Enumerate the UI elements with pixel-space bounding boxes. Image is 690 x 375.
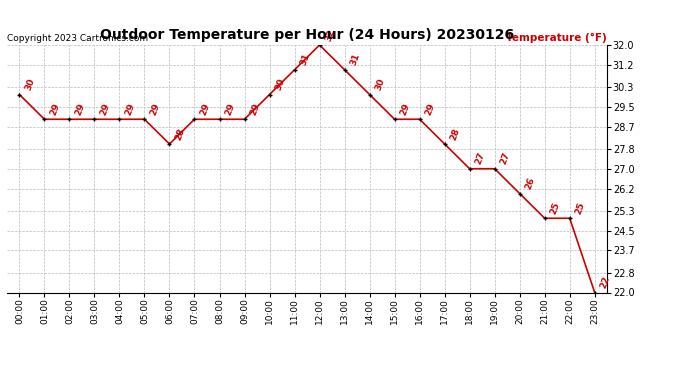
Point — [364, 92, 375, 98]
Point — [189, 116, 200, 122]
Text: 31: 31 — [299, 52, 311, 67]
Point — [139, 116, 150, 122]
Point — [464, 166, 475, 172]
Text: 29: 29 — [148, 102, 161, 117]
Text: 31: 31 — [348, 52, 362, 67]
Text: Temperature (°F): Temperature (°F) — [506, 33, 607, 42]
Point — [164, 141, 175, 147]
Point — [39, 116, 50, 122]
Point — [564, 215, 575, 221]
Text: 27: 27 — [499, 151, 511, 166]
Text: 29: 29 — [99, 102, 111, 117]
Text: 29: 29 — [224, 102, 237, 117]
Text: 25: 25 — [574, 201, 586, 216]
Text: 30: 30 — [274, 77, 286, 92]
Text: 22: 22 — [599, 275, 611, 290]
Title: Outdoor Temperature per Hour (24 Hours) 20230126: Outdoor Temperature per Hour (24 Hours) … — [100, 28, 514, 42]
Point — [589, 290, 600, 296]
Text: 29: 29 — [48, 102, 61, 117]
Point — [89, 116, 100, 122]
Text: 30: 30 — [374, 77, 386, 92]
Text: 29: 29 — [424, 102, 437, 117]
Text: 25: 25 — [549, 201, 562, 216]
Text: 32: 32 — [324, 27, 337, 42]
Text: 28: 28 — [448, 126, 462, 141]
Text: 29: 29 — [124, 102, 137, 117]
Point — [14, 92, 25, 98]
Text: 29: 29 — [248, 102, 262, 117]
Point — [539, 215, 550, 221]
Text: 27: 27 — [474, 151, 486, 166]
Point — [314, 42, 325, 48]
Point — [489, 166, 500, 172]
Point — [239, 116, 250, 122]
Point — [214, 116, 225, 122]
Point — [439, 141, 450, 147]
Point — [64, 116, 75, 122]
Text: 29: 29 — [74, 102, 86, 117]
Text: 26: 26 — [524, 176, 537, 191]
Point — [414, 116, 425, 122]
Text: 29: 29 — [399, 102, 411, 117]
Text: 28: 28 — [174, 126, 186, 141]
Point — [114, 116, 125, 122]
Text: Copyright 2023 Cartronics.com: Copyright 2023 Cartronics.com — [7, 33, 148, 42]
Point — [264, 92, 275, 98]
Point — [389, 116, 400, 122]
Text: 29: 29 — [199, 102, 211, 117]
Point — [289, 67, 300, 73]
Point — [514, 190, 525, 196]
Text: 30: 30 — [23, 77, 37, 92]
Point — [339, 67, 350, 73]
